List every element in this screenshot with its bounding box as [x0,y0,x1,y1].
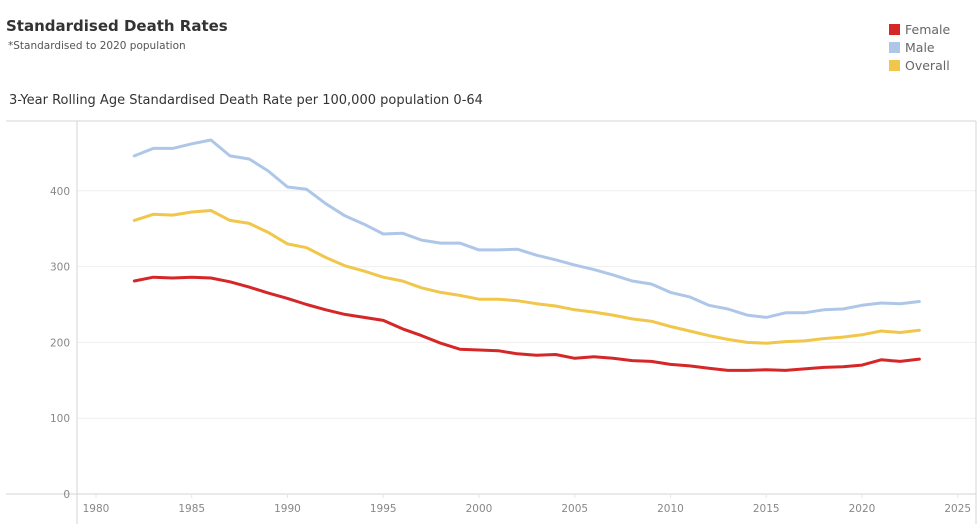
x-tick-label: 1990 [274,503,301,515]
legend-label-female: Female [905,21,951,37]
x-tick-label: 2000 [466,503,493,515]
legend-item-male[interactable]: Male [889,38,950,56]
series-line-male[interactable] [132,138,921,319]
legend-item-overall[interactable]: Overall [889,56,950,74]
y-tick-label: 300 [50,262,70,274]
x-tick-label: 2020 [849,503,876,515]
x-tick-label: 2010 [657,503,684,515]
y-axis-ticks: 0 100 200 300 400 [50,186,70,501]
series-line-overall[interactable] [132,209,921,345]
gridlines [77,190,976,419]
legend-swatch-overall [889,59,900,71]
x-tick-label: 1995 [370,503,397,515]
page-title: Standardised Death Rates [6,17,228,35]
series-line-female[interactable] [132,275,921,372]
x-tick-label: 2005 [561,503,588,515]
y-tick-label: 200 [50,337,70,349]
legend-swatch-female [889,23,900,35]
legend: Female Male Overall [889,20,950,74]
x-tick-label: 1985 [178,503,205,515]
legend-label-overall: Overall [905,57,950,73]
chart-title: 3-Year Rolling Age Standardised Death Ra… [9,93,483,108]
x-axis-ticks: 1980 1985 1990 1995 2000 2005 2010 2015 2020 2025 [83,494,971,515]
y-tick-label: 100 [50,413,70,425]
series-lines [132,138,921,372]
x-tick-label: 2025 [944,503,971,515]
chart-frame [6,120,977,524]
page-subtitle: *Standardised to 2020 population [8,40,186,52]
x-tick-label: 1980 [83,503,110,515]
legend-item-female[interactable]: Female [889,20,950,38]
legend-swatch-male [889,41,900,53]
y-tick-label: 0 [63,489,70,501]
legend-label-male: Male [905,39,935,55]
y-tick-label: 400 [50,186,70,198]
x-tick-label: 2015 [753,503,780,515]
